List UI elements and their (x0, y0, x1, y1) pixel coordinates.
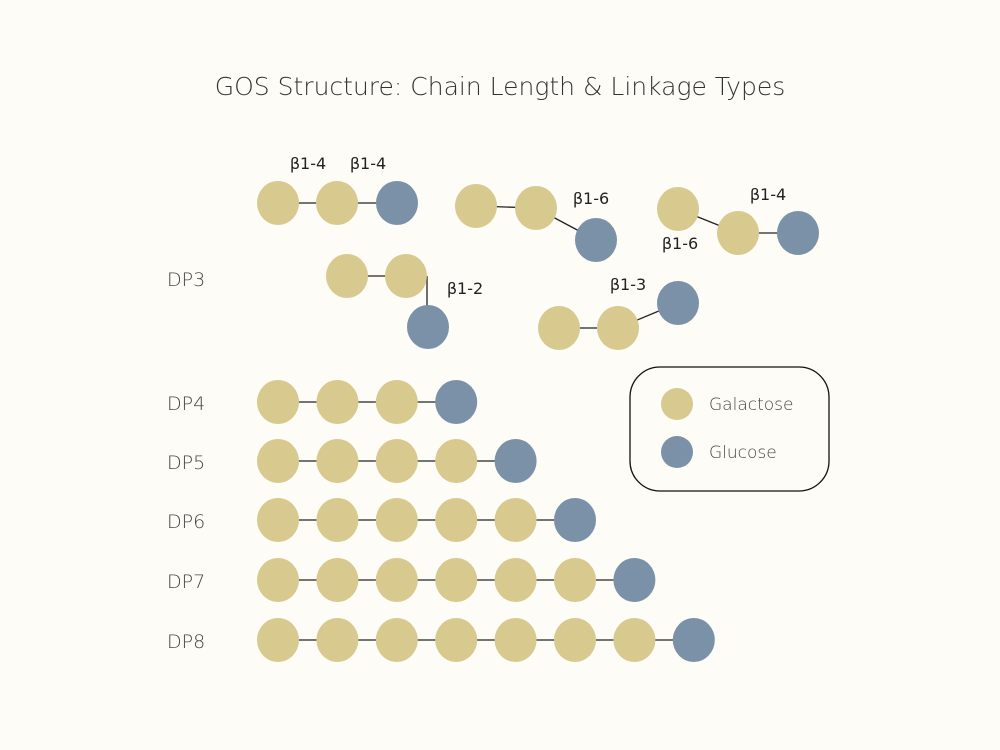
galactose-residue (435, 558, 478, 602)
glucose-residue (376, 181, 418, 225)
galactose-residue (375, 380, 418, 424)
glucose-residue (407, 305, 449, 349)
legend-glucose-swatch (661, 436, 693, 468)
legend-box (629, 366, 830, 492)
linkage-label: β1-6 (662, 234, 698, 253)
glucose-residue (554, 498, 596, 542)
linkage-label: β1-4 (290, 154, 326, 173)
linkage-label: β1-4 (750, 185, 786, 204)
galactose-residue (435, 498, 478, 542)
galactose-residue (657, 187, 699, 231)
linkage-label: β1-3 (610, 275, 646, 294)
galactose-residue (257, 618, 299, 662)
galactose-residue (375, 618, 418, 662)
legend-glucose-label: Glucose (709, 443, 777, 463)
linkage-label: β1-6 (573, 189, 609, 208)
galactose-residue (435, 618, 478, 662)
galactose-residue (316, 498, 359, 542)
galactose-residue (554, 618, 596, 662)
galactose-residue (257, 439, 299, 483)
galactose-residue (257, 498, 299, 542)
dp-label: DP3 (167, 269, 205, 291)
linkage-label: β1-2 (447, 279, 483, 298)
glucose-residue (613, 558, 656, 602)
glucose-residue (494, 439, 537, 483)
linkage-label: β1-4 (350, 154, 386, 173)
galactose-residue (538, 306, 580, 350)
galactose-residue (375, 558, 418, 602)
galactose-residue (257, 181, 299, 225)
dp-label: DP6 (167, 511, 205, 533)
galactose-residue (494, 498, 537, 542)
glucose-residue (575, 218, 617, 262)
galactose-residue (554, 558, 596, 602)
galactose-residue (717, 211, 759, 255)
dp-label: DP7 (167, 571, 205, 593)
galactose-residue (316, 618, 359, 662)
galactose-residue (455, 184, 497, 228)
galactose-residue (435, 439, 478, 483)
glucose-residue (777, 211, 819, 255)
galactose-residue (494, 558, 537, 602)
dp-label: DP5 (167, 452, 205, 474)
legend-galactose-swatch (661, 388, 693, 420)
galactose-residue (257, 380, 299, 424)
galactose-residue (316, 181, 358, 225)
galactose-residue (316, 558, 359, 602)
galactose-residue (316, 380, 359, 424)
dp-label: DP4 (167, 393, 205, 415)
galactose-residue (385, 254, 427, 298)
galactose-residue (316, 439, 359, 483)
galactose-residue (375, 439, 418, 483)
galactose-residue (326, 254, 368, 298)
galactose-residue (375, 498, 418, 542)
diagram-title: GOS Structure: Chain Length & Linkage Ty… (214, 72, 786, 101)
glucose-residue (672, 618, 715, 662)
galactose-residue (597, 306, 639, 350)
galactose-residue (257, 558, 299, 602)
glucose-residue (435, 380, 478, 424)
galactose-residue (515, 186, 557, 230)
glucose-residue (657, 281, 699, 325)
galactose-residue (494, 618, 537, 662)
dp-label: DP8 (167, 631, 205, 653)
legend-galactose-label: Galactose (709, 395, 793, 415)
galactose-residue (613, 618, 656, 662)
